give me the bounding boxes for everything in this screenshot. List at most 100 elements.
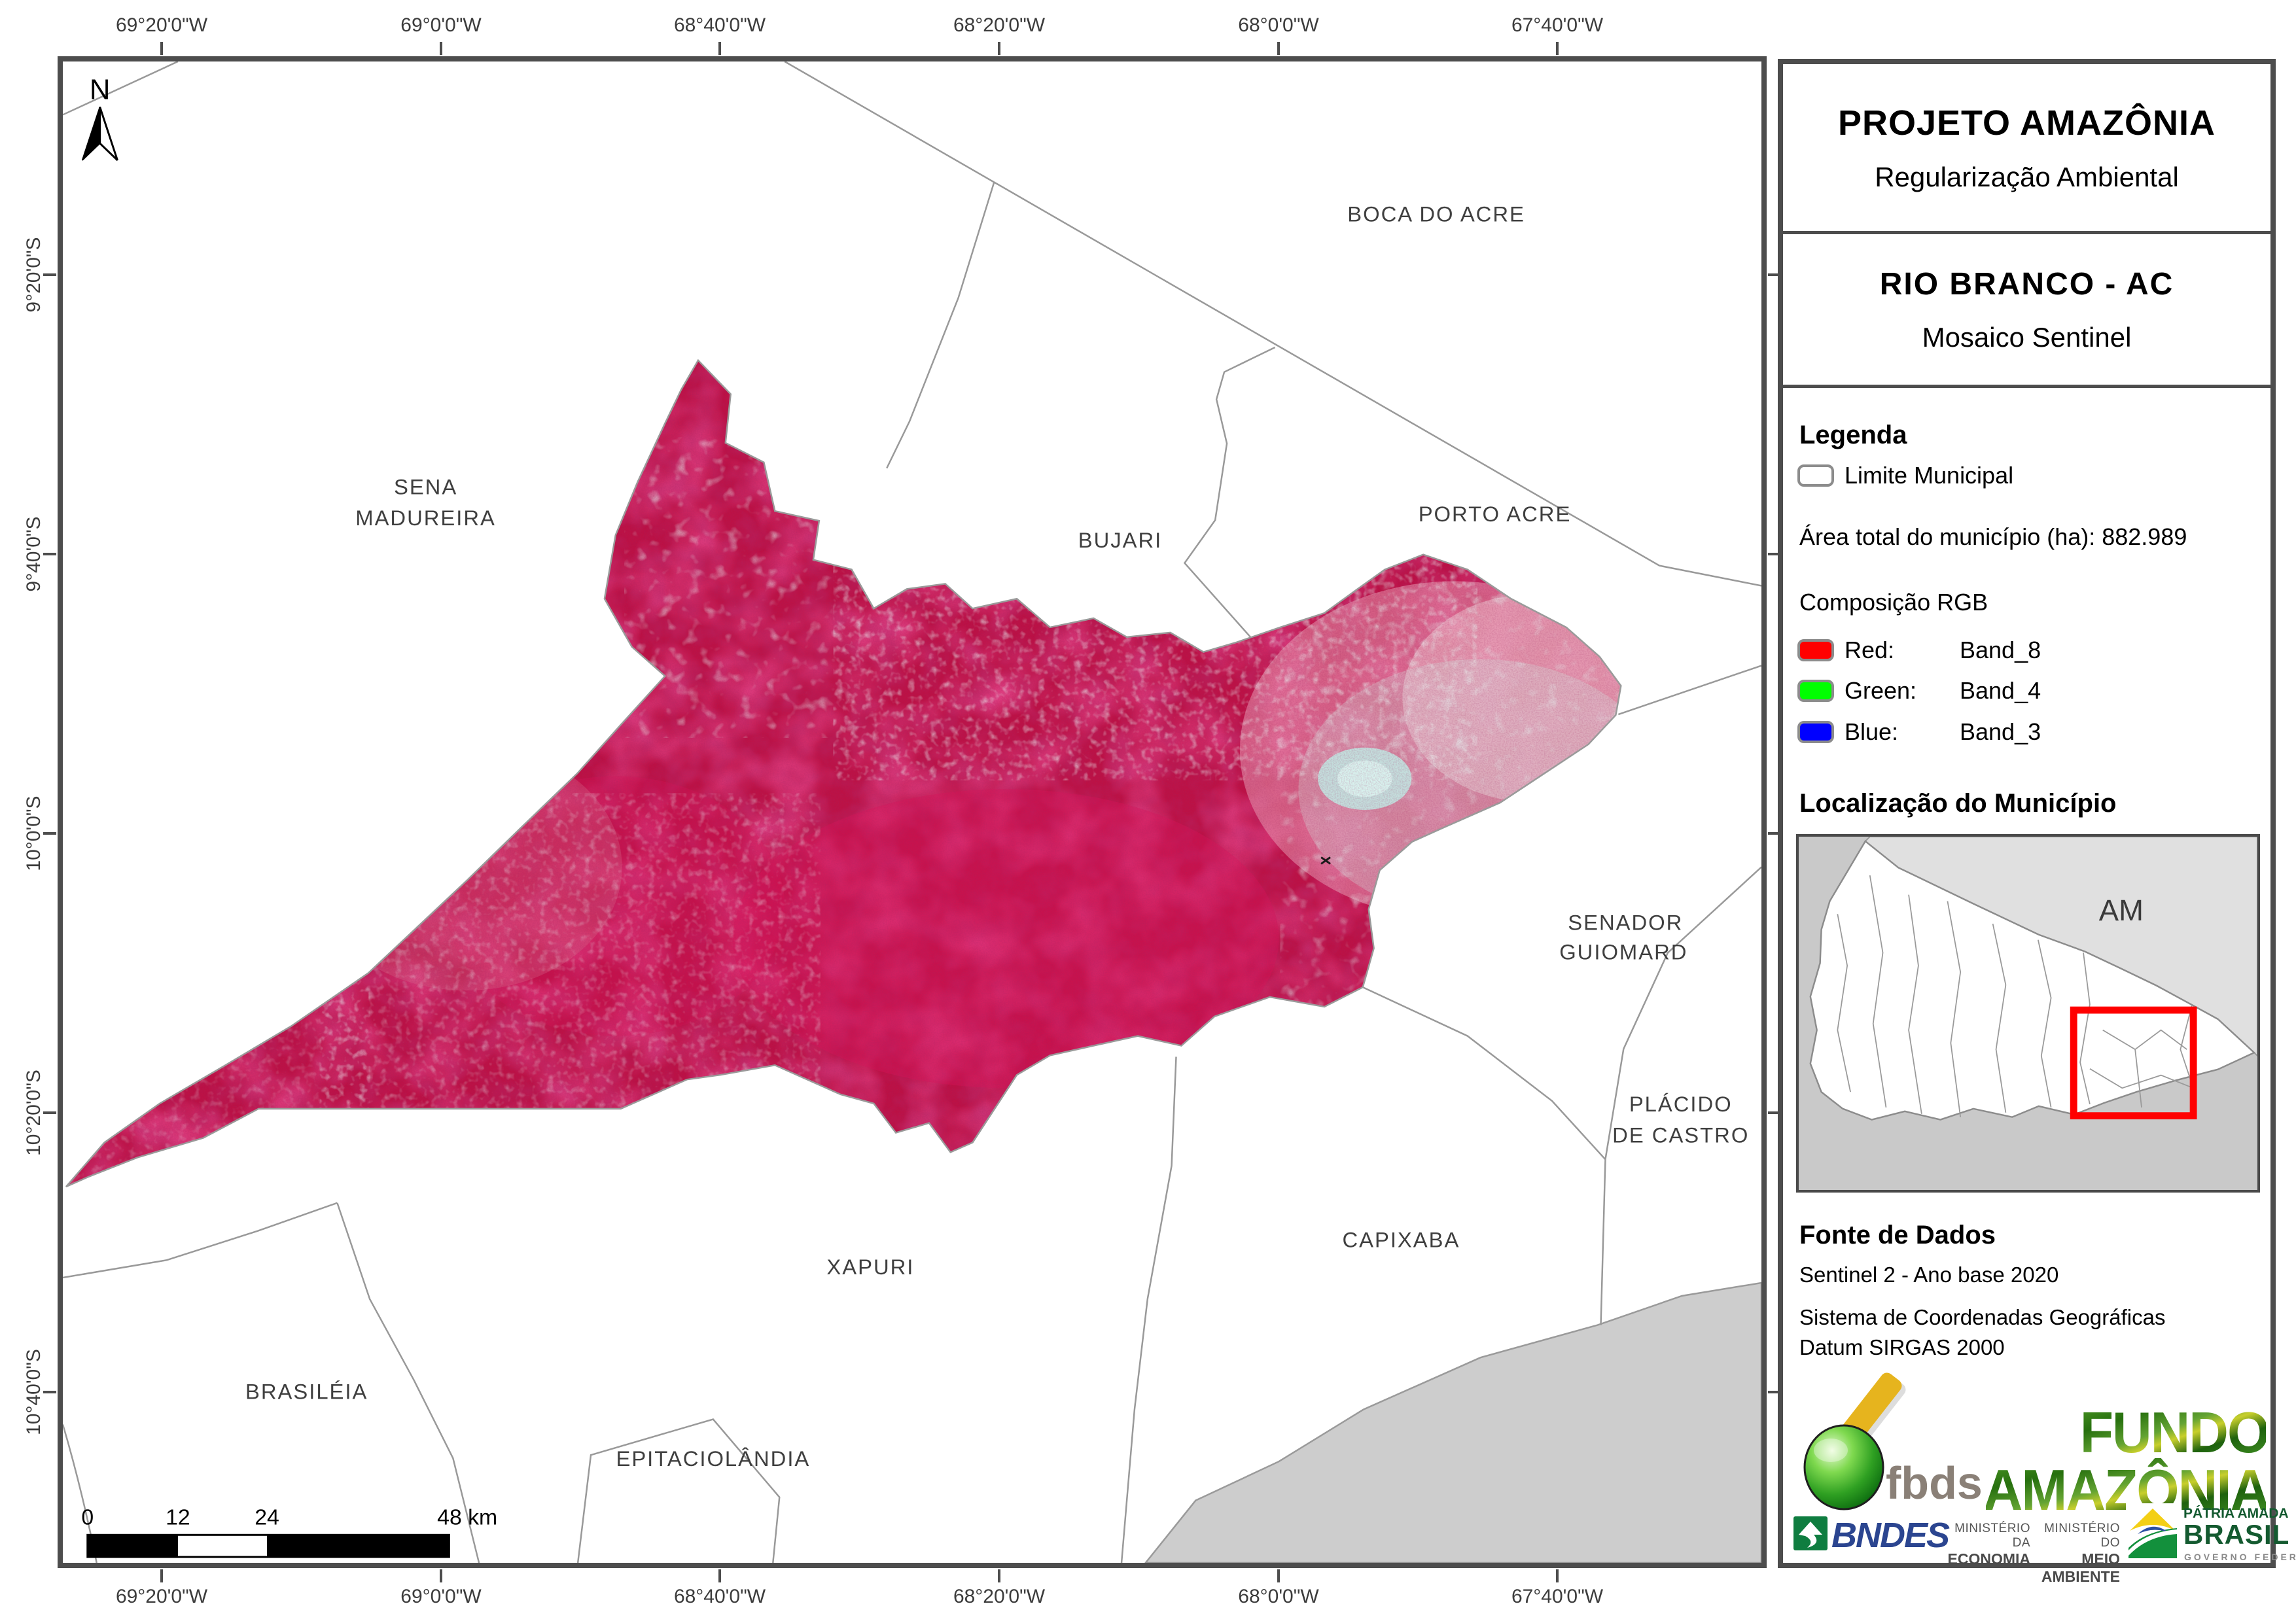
grid-tick (718, 1569, 721, 1582)
scale-label: 0 (81, 1505, 94, 1529)
inset-municipal-lines (1837, 875, 2194, 1117)
grid-tick (1768, 1391, 1781, 1393)
grid-tick (998, 42, 1000, 55)
blue-band-swatch (1797, 721, 1834, 743)
limite-municipal-label: Limite Municipal (1845, 462, 2014, 489)
red-channel-label: Red: (1845, 637, 1895, 663)
coord-label-left: 10°40'0"S (23, 1349, 44, 1435)
coord-label-left: 9°20'0"S (23, 237, 44, 313)
project-subtitle: Regularização Ambiental (1875, 161, 2179, 192)
coord-label-top: 67°40'0"W (1511, 14, 1604, 36)
red-band-swatch (1797, 639, 1834, 661)
blue-band-label: Band_3 (1960, 718, 2041, 745)
scale-bar: 0 12 24 48 km (81, 1505, 497, 1558)
source-heading: Fonte de Dados (1799, 1221, 1996, 1249)
label-porto-acre: PORTO ACRE (1419, 502, 1572, 526)
map-canvas: BOCA DO ACRE SENA MADUREIRA BUJARI PORTO… (58, 56, 1767, 1568)
label-bujari: BUJARI (1078, 528, 1163, 552)
green-band-swatch (1797, 680, 1834, 702)
ministerio-economia-line1: MINISTÉRIO DA (1954, 1522, 2030, 1550)
green-channel-label: Green: (1845, 677, 1917, 704)
coord-label-bottom: 67°40'0"W (1511, 1586, 1604, 1607)
grid-tick (1556, 1569, 1559, 1582)
coord-label-bottom: 68°20'0"W (953, 1586, 1046, 1607)
label-epitaciolandia: EPITACIOLÂNDIA (616, 1446, 810, 1471)
coord-label-top: 69°20'0"W (115, 14, 208, 36)
legend-item-red: Red: Band_8 (1797, 637, 2041, 664)
grid-tick (43, 553, 56, 555)
ministerio-meio-line1: MINISTÉRIO DO (2044, 1522, 2120, 1550)
project-title: PROJETO AMAZÔNIA (1837, 103, 2216, 143)
fundo-wordmark-line1: FUNDO (2080, 1401, 2266, 1465)
label-capixaba: CAPIXABA (1342, 1227, 1460, 1251)
legend-item-blue: Blue: Band_3 (1797, 718, 2041, 746)
map-type-title: Mosaico Sentinel (1922, 321, 2132, 353)
coord-label-bottom: 68°0'0"W (1238, 1586, 1319, 1607)
grid-tick (43, 832, 56, 835)
patria-amada-line3: GOVERNO FEDERAL (2184, 1552, 2296, 1562)
fbds-yellow-bar-icon (1841, 1372, 1902, 1443)
limite-municipal-swatch (1797, 464, 1834, 487)
legend-item-green: Green: Band_4 (1797, 677, 2041, 705)
municipality-title: RIO BRANCO - AC (1879, 266, 2174, 302)
label-xapuri: XAPURI (826, 1255, 914, 1279)
grid-tick (1556, 42, 1559, 55)
section-divider (1783, 385, 2270, 388)
fbds-wordmark: fbds (1886, 1457, 1983, 1509)
label-senador-guiomard: SENADOR (1568, 911, 1683, 935)
grid-tick (160, 42, 163, 55)
ministerio-economia-line2: ECONOMIA (1947, 1550, 2031, 1567)
scale-label: 12 (166, 1505, 190, 1529)
source-crs-line: Sistema de Coordenadas Geográficas (1799, 1305, 2166, 1329)
governo-federal-flag-icon (2126, 1503, 2180, 1561)
grid-tick (43, 1111, 56, 1114)
label-placido-de-castro: DE CASTRO (1612, 1123, 1749, 1147)
label-sena-madureira: MADUREIRA (355, 506, 496, 530)
coord-label-left: 10°20'0"S (23, 1070, 44, 1156)
grid-tick (1768, 1111, 1781, 1114)
grid-tick (1768, 553, 1781, 555)
scale-label: 24 (255, 1505, 279, 1529)
am-state-label: AM (2099, 894, 2144, 927)
coord-label-bottom: 68°40'0"W (673, 1586, 766, 1607)
blue-channel-label: Blue: (1845, 718, 1899, 745)
grid-tick (43, 1391, 56, 1393)
coord-label-top: 69°0'0"W (400, 14, 482, 36)
patria-amada-line1: PÁTRIA AMADA (2183, 1506, 2289, 1521)
legend-heading: Legenda (1799, 421, 1907, 449)
title-section: PROJETO AMAZÔNIA Regularização Ambiental (1783, 64, 2270, 231)
coord-label-top: 68°20'0"W (953, 14, 1046, 36)
green-band-label: Band_4 (1960, 677, 2041, 704)
bndes-logo: BNDES (1793, 1516, 1951, 1554)
north-arrow-icon: N (81, 74, 118, 162)
rgb-heading: Composição RGB (1799, 589, 1988, 616)
acre-state-shape (1809, 840, 2256, 1121)
grid-tick (1768, 832, 1781, 835)
scale-label: 48 km (437, 1505, 497, 1529)
map-title-section: RIO BRANCO - AC Mosaico Sentinel (1783, 234, 2270, 385)
limite-municipal-outline (65, 358, 1622, 1188)
grid-tick (1277, 1569, 1280, 1582)
source-datum-line: Datum SIRGAS 2000 (1799, 1335, 2005, 1359)
section-divider (1783, 231, 2270, 234)
locator-svg: AM (1799, 837, 2257, 1190)
coord-label-top: 68°40'0"W (673, 14, 766, 36)
layout-side-panel: PROJETO AMAZÔNIA Regularização Ambiental… (1778, 59, 2296, 1585)
coord-label-bottom: 69°0'0"W (400, 1586, 482, 1607)
ministerio-economia-logo: MINISTÉRIO DA ECONOMIA (1947, 1522, 2031, 1568)
grid-tick (1768, 273, 1781, 276)
grid-tick (998, 1569, 1000, 1582)
coord-label-left: 9°40'0"S (23, 516, 44, 592)
label-sena-madureira: SENA (394, 474, 457, 498)
north-letter: N (90, 74, 111, 106)
coord-label-top: 68°0'0"W (1238, 14, 1319, 36)
municipality-locator-rect (2070, 1006, 2197, 1120)
fbds-globe-icon (1803, 1424, 1884, 1510)
sentinel-mosaic-raster (65, 360, 1621, 1187)
area-total-text: Área total do município (ha): 882.989 (1799, 523, 2187, 550)
grid-tick (43, 273, 56, 276)
fbds-logo: fbds (1803, 1372, 1983, 1510)
map-svg: BOCA DO ACRE SENA MADUREIRA BUJARI PORTO… (63, 61, 1761, 1563)
outside-state-area (1144, 1282, 1761, 1563)
label-placido-de-castro: PLÁCIDO (1629, 1092, 1733, 1116)
